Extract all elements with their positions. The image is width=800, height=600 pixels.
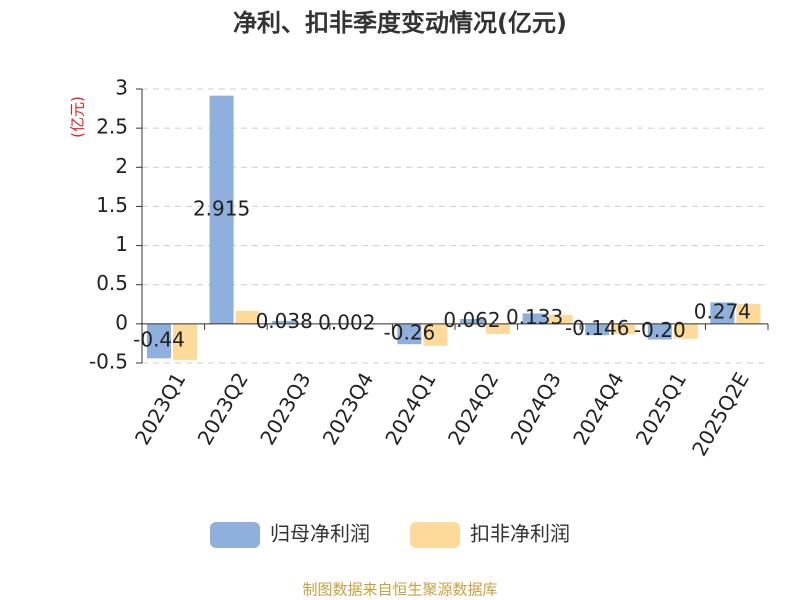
x-tick-label: 2024Q2	[443, 368, 503, 449]
data-label: 0.038	[256, 309, 313, 333]
x-tick-label: 2025Q1	[631, 368, 691, 449]
data-label: 0.062	[443, 308, 500, 332]
bar	[173, 323, 197, 360]
data-label: -0.44	[133, 328, 185, 352]
y-tick-label: 0	[115, 310, 128, 334]
legend-label: 扣非净利润	[470, 522, 570, 546]
data-label: 2.915	[193, 196, 250, 220]
data-label: -0.26	[384, 321, 436, 345]
data-label: 0.002	[318, 310, 375, 334]
bar	[235, 310, 260, 324]
data-label: 0.133	[506, 305, 563, 329]
bar	[548, 314, 573, 324]
bar	[673, 323, 698, 339]
data-label: 0.274	[694, 300, 751, 324]
chart-title: 净利、扣非季度变动情况(亿元)	[233, 9, 567, 37]
y-tick-label: -0.5	[89, 350, 128, 374]
bar	[736, 303, 761, 324]
bar	[710, 302, 735, 324]
x-tick-label: 2025Q2E	[687, 368, 754, 460]
y-tick-label: 2.5	[96, 115, 128, 139]
x-tick-label: 2023Q1	[130, 368, 190, 449]
x-tick-label: 2024Q4	[568, 368, 628, 449]
y-axis-label: (亿元)	[69, 96, 87, 138]
data-label: -0.20	[634, 318, 686, 342]
footer: 制图数据来自恒生聚源数据库	[302, 581, 497, 599]
legend-label: 归母净利润	[270, 522, 370, 546]
bar	[397, 323, 422, 345]
x-tick-label: 2023Q4	[318, 368, 378, 449]
bar	[423, 323, 448, 346]
bar	[585, 323, 610, 336]
bar	[522, 313, 547, 324]
bar	[209, 95, 234, 324]
x-tick-label: 2023Q3	[255, 368, 315, 449]
y-tick-label: 0.5	[96, 271, 128, 295]
x-tick-label: 2024Q1	[380, 368, 440, 449]
x-tick-label: 2023Q2	[193, 368, 253, 449]
bar	[460, 319, 484, 324]
data-label: -0.146	[565, 316, 629, 340]
x-tick-label: 2024Q3	[506, 368, 566, 449]
y-tick-label: 2	[115, 154, 128, 178]
legend-swatch	[210, 522, 260, 548]
bar	[486, 323, 510, 335]
y-tick-label: 1	[115, 232, 128, 256]
legend-swatch	[410, 522, 460, 548]
bar	[147, 323, 171, 359]
bar	[611, 323, 636, 335]
y-tick-label: 3	[115, 76, 128, 100]
bar	[272, 320, 297, 324]
bar	[647, 323, 672, 340]
y-tick-label: 1.5	[96, 193, 128, 217]
